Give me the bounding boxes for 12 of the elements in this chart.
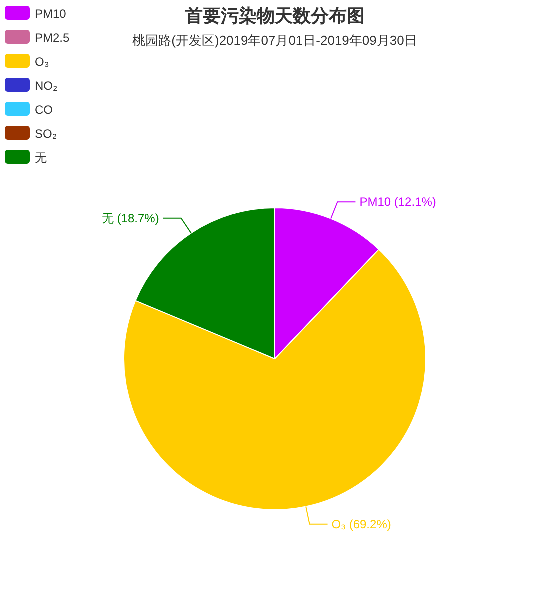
data-label: PM10 (12.1%) [360, 195, 436, 210]
legend-label: CO [35, 103, 53, 117]
data-label: 无 (18.7%) [102, 211, 160, 226]
chart-title: 首要污染物天数分布图 [184, 6, 365, 26]
text: 桃园路(开发区)2019年07月01日-2019年09月30日 [132, 33, 418, 48]
data-label: O₃ (69.2%) [332, 517, 392, 532]
legend-label: NO₂ [35, 79, 58, 93]
legend-label: SO₂ [35, 127, 58, 141]
legend-label: PM2.5 [35, 31, 70, 45]
legend-label: 无 [35, 151, 47, 165]
legend-label: PM10 [35, 7, 67, 21]
legend-label: O₃ [35, 55, 50, 69]
